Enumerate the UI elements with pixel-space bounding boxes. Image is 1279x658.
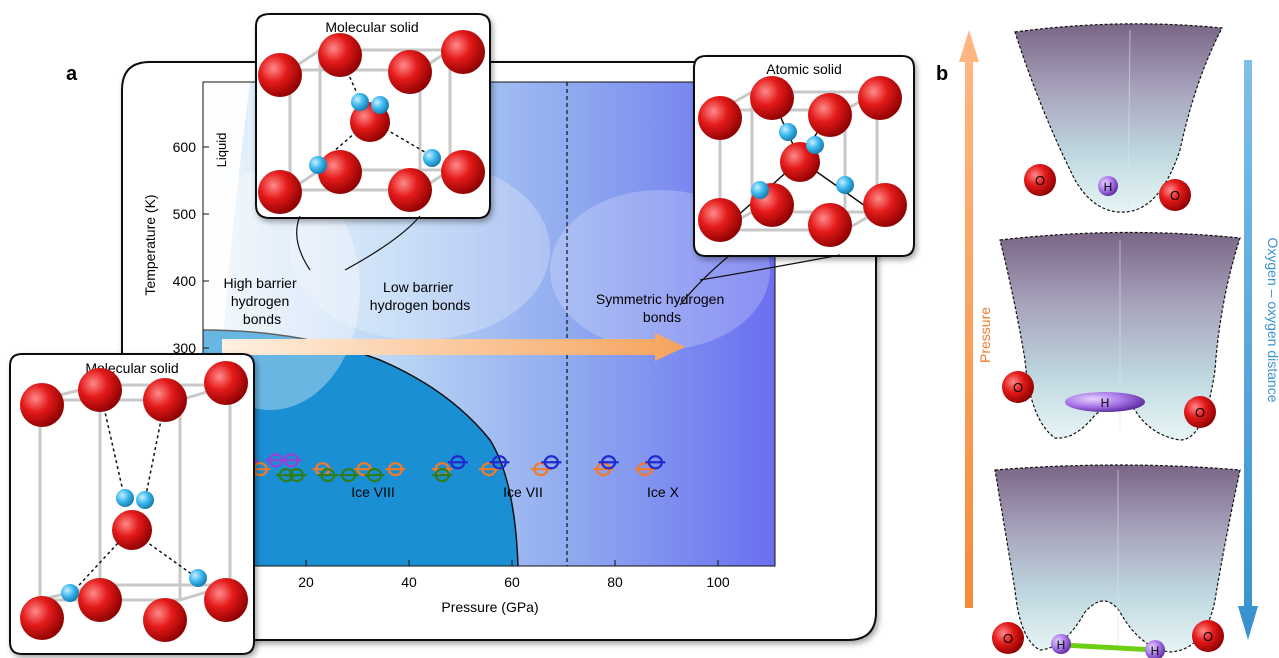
data-point: [286, 468, 307, 483]
low-barrier-label: Low barrier hydrogen bonds: [370, 279, 470, 313]
oxygen-label: O: [1195, 405, 1205, 420]
inset-molecular-bottom: Molecular solid: [9, 353, 255, 655]
oxygen-label: O: [1003, 631, 1013, 646]
potential-surface-top: O H O: [1014, 23, 1223, 213]
oxygen-atom: [1159, 179, 1191, 211]
y-tick-300: 300: [173, 340, 197, 356]
data-point: [635, 462, 655, 477]
oxygen-atom: [992, 622, 1024, 654]
oxygen-atom: [1024, 164, 1056, 196]
oxygen-atom: [1184, 396, 1216, 428]
x-tick-40: 40: [401, 574, 417, 590]
x-tick-20: 20: [298, 574, 314, 590]
data-point: [479, 462, 499, 477]
x-axis-label: Pressure (GPa): [441, 599, 538, 615]
hydrogen-label: H: [1101, 396, 1110, 410]
hydrogen-tunnel-bond: [1062, 642, 1156, 653]
data-point: [598, 455, 619, 470]
panel-b-letter: b: [936, 63, 948, 85]
x-tick-80: 80: [607, 574, 623, 590]
inset-top-left-title: Molecular solid: [325, 19, 418, 35]
data-point: [385, 462, 406, 477]
hydrogen-atom: [1051, 634, 1071, 654]
y-ticks: [203, 146, 209, 349]
data-point: [432, 468, 453, 483]
oxygen-label: O: [1035, 173, 1045, 188]
distance-label: Oxygen – oxygen distance: [1265, 238, 1279, 403]
hydrogen-label: H: [1151, 644, 1160, 658]
x-ticks: [305, 560, 719, 566]
ice-vii-boundary: [203, 329, 519, 566]
oxygen-atom: [1192, 620, 1224, 652]
high-barrier-label: High barrier hydrogen bonds: [223, 275, 300, 327]
x-tick-100: 100: [706, 574, 730, 590]
hydrogen-label: H: [1104, 180, 1113, 194]
ice-vii-label: Ice VII: [503, 484, 543, 500]
ice-x-label: Ice X: [647, 484, 680, 500]
data-point: [489, 455, 510, 470]
data-point: [317, 468, 338, 483]
potential-surface-bottom: O H H O: [992, 464, 1241, 658]
symmetric-label: Symmetric hydrogen bonds: [596, 291, 728, 325]
data-point: [364, 468, 385, 483]
data-point: [541, 455, 562, 470]
oxygen-label: O: [1013, 380, 1023, 395]
x-tick-60: 60: [504, 574, 520, 590]
hydrogen-atom: [1145, 640, 1165, 658]
y-tick-400: 400: [173, 273, 197, 289]
inset-molecular-top: Molecular solid: [255, 13, 491, 271]
pressure-arrow-shaft: [965, 60, 973, 608]
hydrogen-atom: [1098, 176, 1118, 196]
pressure-trajectory-arrow: [222, 333, 685, 361]
distance-arrow-shaft: [1244, 60, 1252, 610]
ice-viii-label: Ice VIII: [351, 484, 395, 500]
y-tick-500: 500: [173, 206, 197, 222]
data-point: [281, 453, 302, 468]
hydrogen-label: H: [1057, 638, 1066, 652]
y-tick-600: 600: [173, 139, 197, 155]
y-axis-label: Temperature (K): [142, 194, 158, 295]
data-point: [531, 462, 551, 477]
pressure-arrow-head: [959, 30, 979, 62]
potential-surface-middle: O H O: [999, 231, 1241, 441]
panel-a-letter: a: [66, 63, 78, 85]
distance-arrow-head: [1238, 606, 1258, 640]
oxygen-label: O: [1170, 188, 1180, 203]
inset-atomic: Atomic solid: [679, 55, 915, 306]
data-point: [338, 468, 359, 483]
pressure-label: Pressure: [977, 307, 993, 363]
data-point: [645, 455, 666, 470]
data-point: [447, 455, 468, 470]
hydrogen-atom-delocalized: [1065, 392, 1145, 412]
inset-top-right-title: Atomic solid: [766, 61, 841, 77]
panel-b: b Pressure Oxygen – oxygen distance O H …: [936, 23, 1279, 658]
ice-viii-region: [203, 330, 518, 566]
liquid-label: Liquid: [214, 133, 229, 168]
oxygen-label: O: [1203, 629, 1213, 644]
oxygen-atom: [1002, 371, 1034, 403]
